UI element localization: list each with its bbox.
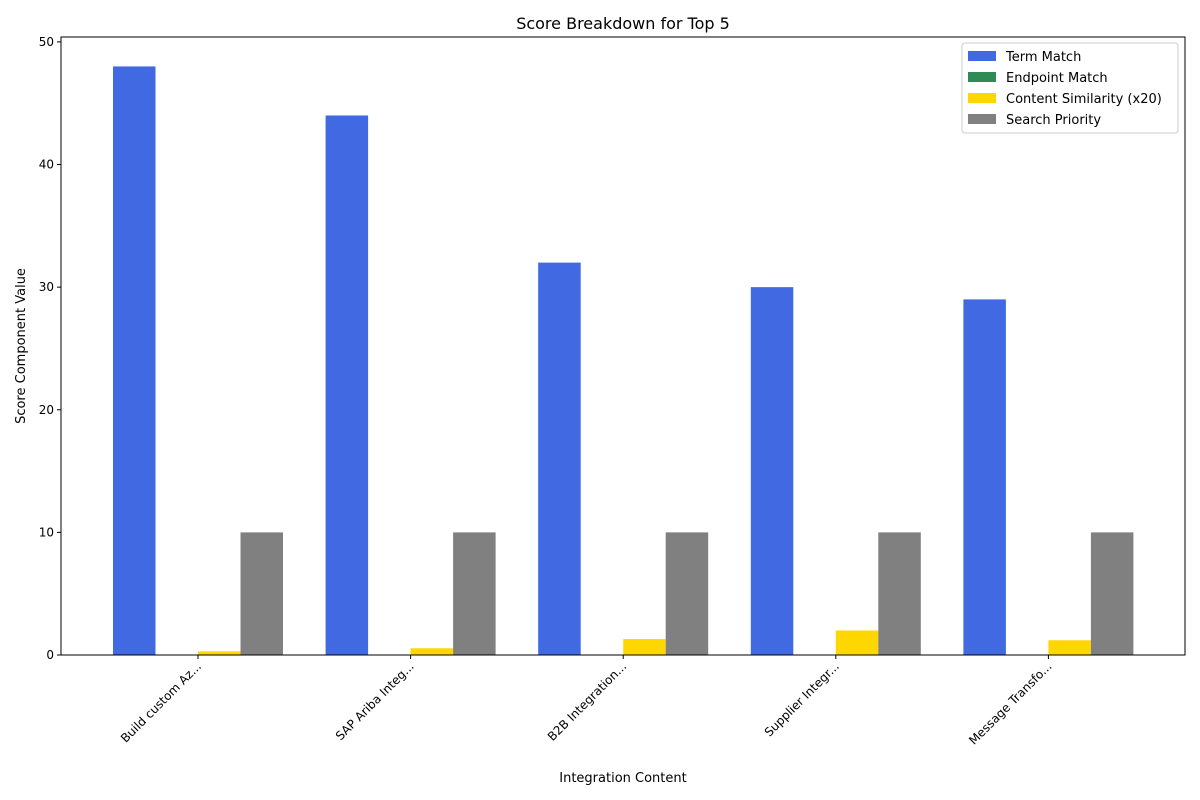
- y-axis-label: Score Component Value: [14, 268, 29, 424]
- bar-content-similarity-x20-4: [835, 630, 879, 655]
- y-tick-label: 30: [39, 280, 54, 294]
- bar-content-similarity-x20-5: [1048, 640, 1091, 655]
- legend-label: Term Match: [1005, 50, 1081, 65]
- bar-content-similarity-x20-3: [623, 639, 666, 655]
- bars-layer: [113, 66, 1134, 656]
- y-tick-label: 20: [39, 403, 54, 417]
- legend: Term Match Endpoint Match Content Similari…: [961, 42, 1179, 134]
- legend-swatch: [968, 93, 996, 103]
- y-tick-label: 50: [39, 35, 54, 49]
- y-tick-label: 0: [46, 648, 54, 662]
- chart-title: Score Breakdown for Top 5: [516, 14, 730, 33]
- bar-search-priority-2: [453, 532, 496, 655]
- bar-search-priority-1: [240, 532, 283, 655]
- legend-label: Content Similarity (x20): [1006, 92, 1162, 107]
- bar-term-match-2: [325, 115, 369, 656]
- legend-swatch: [968, 114, 996, 124]
- bar-search-priority-5: [1090, 532, 1134, 655]
- y-tick-label: 10: [39, 525, 54, 539]
- bar-term-match-4: [750, 287, 794, 655]
- bar-content-similarity-x20-2: [410, 648, 454, 655]
- bar-term-match-5: [963, 299, 1006, 655]
- legend-label: Endpoint Match: [1006, 71, 1108, 86]
- bar-search-priority-3: [665, 532, 709, 655]
- bar-content-similarity-x20-1: [198, 651, 241, 655]
- legend-box: [961, 42, 1179, 134]
- legend-swatch: [968, 72, 996, 82]
- bar-term-match-3: [538, 262, 581, 655]
- x-axis-label: Integration Content: [559, 771, 686, 786]
- bar-search-priority-4: [878, 532, 921, 655]
- y-tick-label: 40: [39, 158, 54, 172]
- legend-swatch: [968, 51, 996, 61]
- bar-term-match-1: [113, 66, 156, 656]
- legend-label: Search Priority: [1006, 113, 1101, 128]
